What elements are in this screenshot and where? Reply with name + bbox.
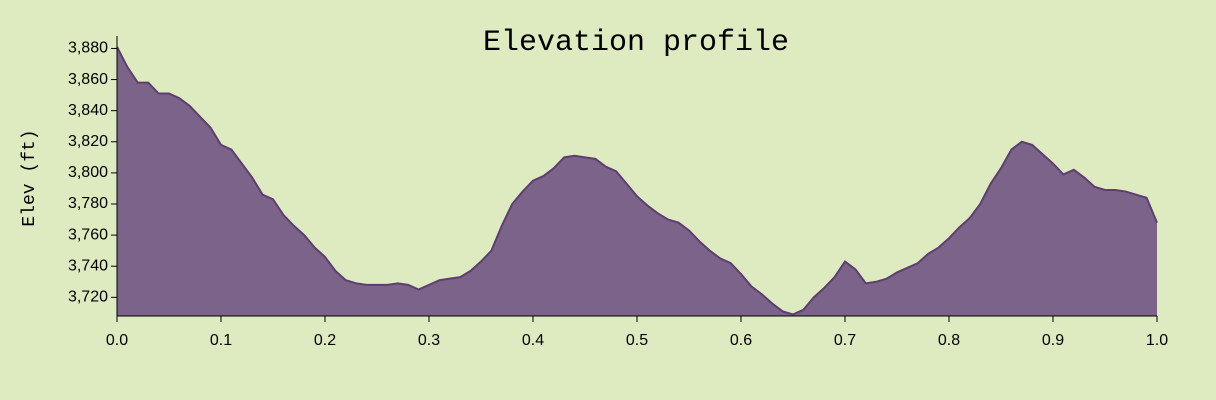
y-tick-label: 3,820 — [68, 133, 108, 150]
x-tick-label: 0.4 — [522, 332, 544, 349]
y-tick-label: 3,880 — [68, 40, 108, 57]
x-tick-label: 0.3 — [418, 332, 440, 349]
x-tick-label: 0.5 — [626, 332, 648, 349]
y-tick-label: 3,780 — [68, 195, 108, 212]
x-tick-label: 0.7 — [834, 332, 856, 349]
x-tick-label: 0.8 — [938, 332, 960, 349]
x-tick-label: 0.0 — [106, 332, 128, 349]
chart-title: Elevation profile — [483, 26, 789, 60]
area-fill — [117, 46, 1157, 317]
y-axis-label: Elev (ft) — [20, 129, 40, 226]
y-tick-label: 3,760 — [68, 226, 108, 243]
x-tick-label: 0.2 — [314, 332, 336, 349]
y-tick-label: 3,840 — [68, 102, 108, 119]
y-tick-label: 3,720 — [68, 289, 108, 306]
area-line — [116, 46, 1158, 316]
x-tick-label: 1.0 — [1146, 332, 1168, 349]
x-tick-label: 0.1 — [210, 332, 232, 349]
y-tick-label: 3,860 — [68, 71, 108, 88]
y-tick-label: 3,800 — [68, 164, 108, 181]
x-tick-label: 0.9 — [1042, 332, 1064, 349]
y-tick-label: 3,740 — [68, 257, 108, 274]
x-tick-label: 0.6 — [730, 332, 752, 349]
